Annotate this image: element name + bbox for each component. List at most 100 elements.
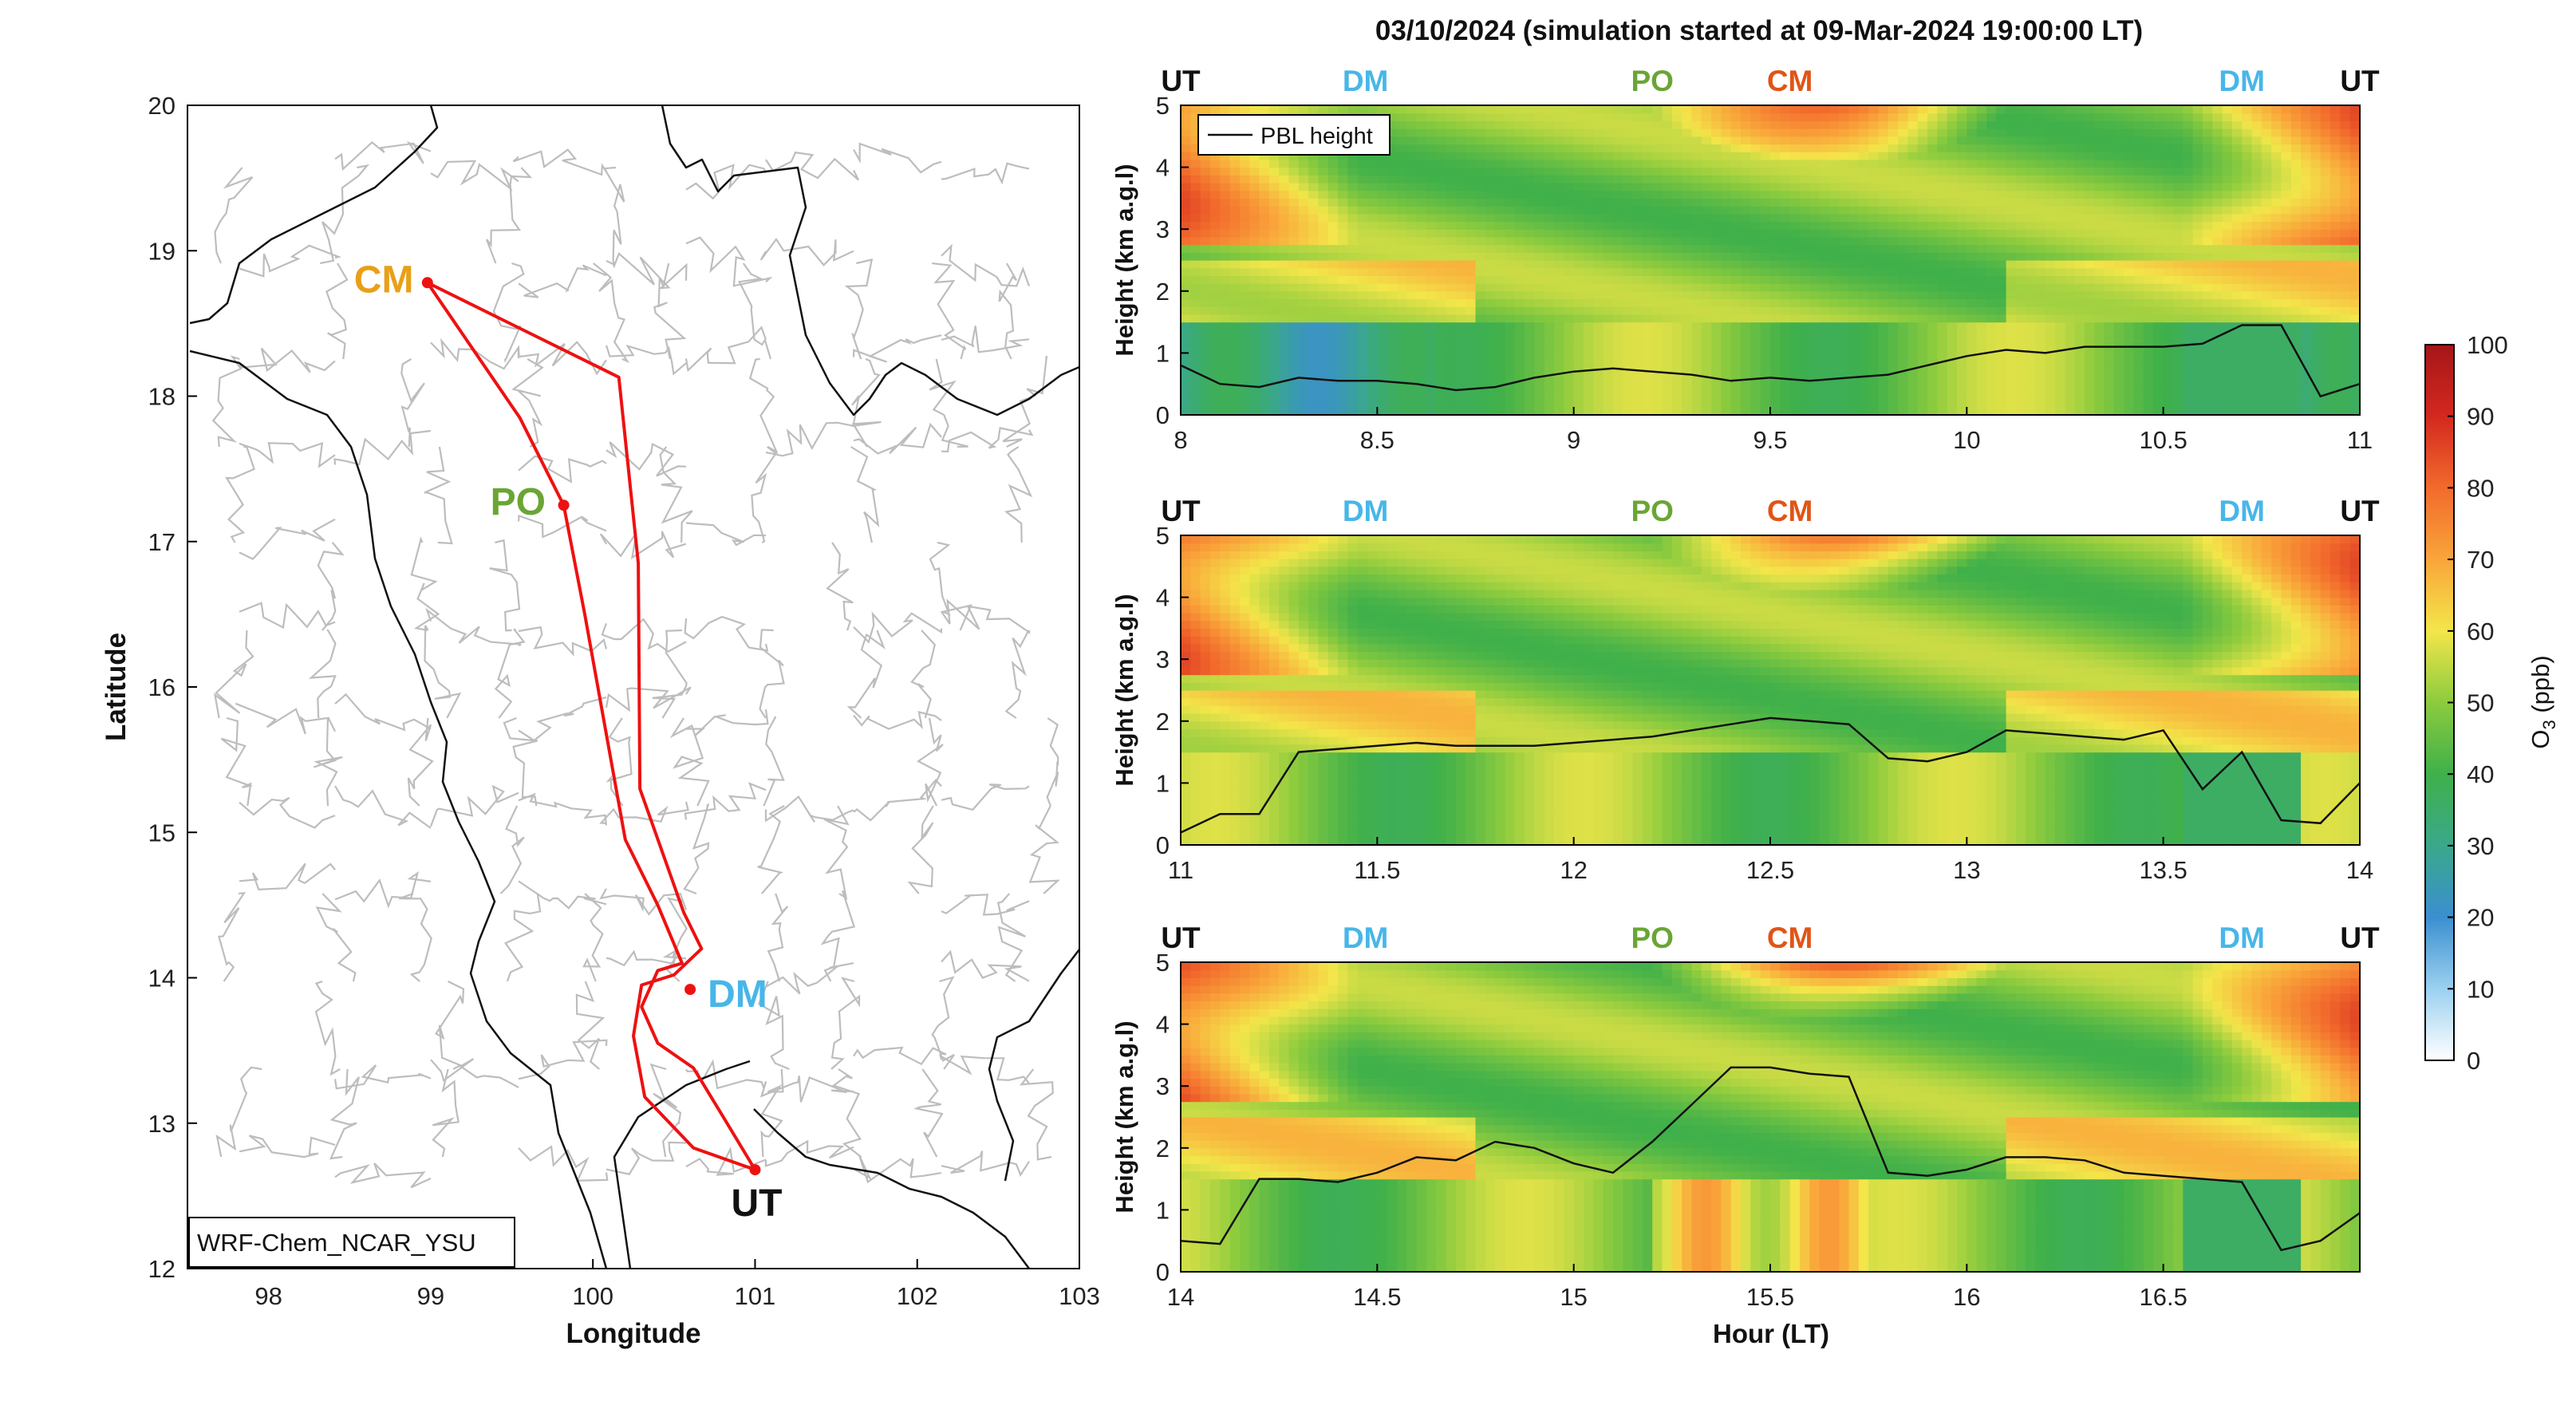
heatmap-cell <box>1888 160 1899 168</box>
heatmap-cell <box>2301 105 2311 113</box>
heatmap-cell <box>1604 113 1614 121</box>
heatmap-cell <box>1308 229 1319 237</box>
heatmap-cell <box>2271 183 2282 191</box>
heatmap-cell <box>1495 369 1505 377</box>
heatmap-cell <box>1907 120 1918 128</box>
heatmap-cell <box>1702 237 1712 245</box>
heatmap-cell <box>2232 105 2243 113</box>
heatmap-cell <box>2262 237 2272 245</box>
heatmap-cell <box>2065 314 2076 322</box>
heatmap-cell <box>1534 198 1544 206</box>
heatmap-cell <box>1888 345 1899 353</box>
heatmap-cell <box>2124 120 2134 128</box>
heatmap-cell <box>2203 322 2213 330</box>
heatmap-cell <box>2124 128 2134 136</box>
heatmap-cell <box>1790 128 1801 136</box>
heatmap-cell <box>2164 275 2174 283</box>
heatmap-cell <box>1564 299 1574 307</box>
heatmap-cell <box>2094 245 2105 253</box>
heatmap-cell <box>1761 384 1771 392</box>
heatmap-cell <box>2262 337 2272 345</box>
heatmap-cell <box>1711 306 1722 314</box>
heatmap-cell <box>1967 128 1977 136</box>
heatmap-cell <box>1328 175 1339 183</box>
heatmap-cell <box>1682 275 1692 283</box>
heatmap-cell <box>1249 222 1260 230</box>
heatmap-cell <box>2330 229 2341 237</box>
heatmap-cell <box>2164 113 2174 121</box>
heatmap-cell <box>1584 168 1594 176</box>
heatmap-cell <box>2085 299 2095 307</box>
heatmap-cell <box>1721 168 1731 176</box>
heatmap-cell <box>1888 113 1899 121</box>
heatmap-cell <box>1868 314 1879 322</box>
heatmap-cell <box>2310 245 2321 253</box>
heatmap-cell <box>1426 105 1437 113</box>
heatmap-cell <box>2006 337 2017 345</box>
heatmap-cell <box>1947 113 1958 121</box>
heatmap-cell <box>2144 214 2154 222</box>
heatmap-cell <box>1240 183 1250 191</box>
heatmap-cell <box>1790 120 1801 128</box>
heatmap-cell <box>1260 268 1270 276</box>
heatmap-cell <box>1554 214 1564 222</box>
heatmap-cell <box>1643 306 1653 314</box>
heatmap-cell <box>2055 400 2065 408</box>
heatmap-cell <box>1387 322 1398 330</box>
heatmap-cell <box>2153 314 2164 322</box>
heatmap-cell <box>1691 291 1702 299</box>
heatmap-cell <box>2203 136 2213 144</box>
heatmap-cell <box>1770 152 1781 160</box>
heatmap-cell <box>1505 314 1515 322</box>
heatmap-cell <box>2232 229 2243 237</box>
heatmap-cell <box>1633 120 1643 128</box>
heatmap-cell <box>1986 245 1997 253</box>
heatmap-cell <box>1643 330 1653 337</box>
heatmap-cell <box>1190 214 1201 222</box>
heatmap-cell <box>2340 337 2350 345</box>
heatmap-cell <box>2055 160 2065 168</box>
heatmap-cell <box>2183 392 2193 400</box>
heatmap-cell <box>1741 160 1751 168</box>
heatmap-cell <box>1505 175 1515 183</box>
heatmap-cell <box>2330 275 2341 283</box>
heatmap-cell <box>2075 291 2085 299</box>
heatmap-cell <box>2173 206 2183 214</box>
heatmap-cell <box>1888 314 1899 322</box>
heatmap-cell <box>1770 353 1781 361</box>
heatmap-cell <box>2281 384 2291 392</box>
heatmap-cell <box>1397 353 1407 361</box>
heatmap-cell <box>1544 337 1555 345</box>
heatmap-cell <box>1761 245 1771 253</box>
heatmap-cell <box>1691 152 1702 160</box>
heatmap-cell <box>1691 384 1702 392</box>
heatmap-cell <box>1446 377 1457 385</box>
heatmap-cell <box>1358 268 1368 276</box>
heatmap-cell <box>1761 345 1771 353</box>
heatmap-cell <box>2075 299 2085 307</box>
heatmap-cell <box>1702 400 1712 408</box>
heatmap-cell <box>1269 392 1280 400</box>
heatmap-cell <box>1839 183 1849 191</box>
heatmap-cell <box>1554 168 1564 176</box>
heatmap-cell <box>1633 337 1643 345</box>
heatmap-cell <box>1878 314 1888 322</box>
heatmap-cell <box>2291 214 2302 222</box>
heatmap-cell <box>2105 252 2115 260</box>
heatmap-cell <box>2223 314 2233 322</box>
heatmap-cell <box>1426 291 1437 299</box>
heatmap-cell <box>1544 275 1555 283</box>
heatmap-cell <box>1230 191 1241 199</box>
heatmap-cell <box>1269 105 1280 113</box>
heatmap-cell <box>1809 252 1820 260</box>
heatmap-cell <box>1907 400 1918 408</box>
heatmap-cell <box>1643 175 1653 183</box>
heatmap-cell <box>1604 191 1614 199</box>
heatmap-cell <box>1849 268 1860 276</box>
heatmap-cell <box>1750 113 1761 121</box>
heatmap-cell <box>1937 322 1947 330</box>
heatmap-cell <box>2026 168 2036 176</box>
heatmap-cell <box>1721 206 1731 214</box>
heatmap-cell <box>1338 229 1348 237</box>
heatmap-cell <box>1328 322 1339 330</box>
